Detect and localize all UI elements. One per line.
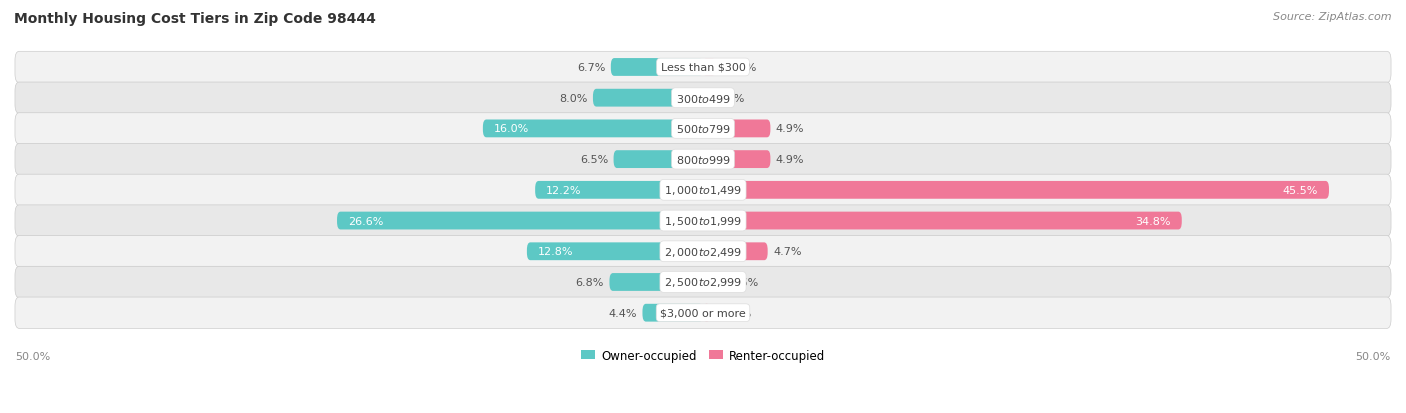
- Text: 4.9%: 4.9%: [776, 124, 804, 134]
- Text: $1,500 to $1,999: $1,500 to $1,999: [664, 214, 742, 228]
- Text: 45.5%: 45.5%: [1282, 185, 1317, 195]
- FancyBboxPatch shape: [15, 236, 1391, 267]
- FancyBboxPatch shape: [703, 273, 725, 291]
- Text: Monthly Housing Cost Tiers in Zip Code 98444: Monthly Housing Cost Tiers in Zip Code 9…: [14, 12, 375, 26]
- FancyBboxPatch shape: [15, 83, 1391, 114]
- FancyBboxPatch shape: [700, 90, 706, 107]
- Text: 34.8%: 34.8%: [1135, 216, 1171, 226]
- Text: 6.8%: 6.8%: [575, 277, 605, 287]
- Text: 50.0%: 50.0%: [15, 351, 51, 361]
- FancyBboxPatch shape: [703, 181, 1329, 199]
- Text: 6.7%: 6.7%: [576, 63, 606, 73]
- Text: 50.0%: 50.0%: [1355, 351, 1391, 361]
- FancyBboxPatch shape: [703, 212, 1182, 230]
- Text: 4.4%: 4.4%: [609, 308, 637, 318]
- Text: $2,000 to $2,499: $2,000 to $2,499: [664, 245, 742, 258]
- Text: Source: ZipAtlas.com: Source: ZipAtlas.com: [1274, 12, 1392, 22]
- FancyBboxPatch shape: [703, 304, 710, 322]
- FancyBboxPatch shape: [15, 52, 1391, 83]
- Text: 0.91%: 0.91%: [721, 63, 756, 73]
- Text: 4.7%: 4.7%: [773, 247, 801, 256]
- FancyBboxPatch shape: [482, 120, 703, 138]
- Text: 26.6%: 26.6%: [349, 216, 384, 226]
- Text: 4.9%: 4.9%: [776, 155, 804, 165]
- FancyBboxPatch shape: [15, 175, 1391, 206]
- FancyBboxPatch shape: [15, 144, 1391, 176]
- Text: $800 to $999: $800 to $999: [675, 154, 731, 166]
- Text: 12.2%: 12.2%: [546, 185, 582, 195]
- FancyBboxPatch shape: [536, 181, 703, 199]
- Text: $300 to $499: $300 to $499: [675, 93, 731, 104]
- Text: 0.04%: 0.04%: [709, 93, 744, 103]
- Text: 12.8%: 12.8%: [538, 247, 574, 256]
- FancyBboxPatch shape: [703, 59, 716, 77]
- FancyBboxPatch shape: [703, 120, 770, 138]
- Text: 0.53%: 0.53%: [716, 308, 751, 318]
- Text: $2,500 to $2,999: $2,500 to $2,999: [664, 276, 742, 289]
- Text: $1,000 to $1,499: $1,000 to $1,499: [664, 184, 742, 197]
- FancyBboxPatch shape: [593, 90, 703, 107]
- FancyBboxPatch shape: [15, 205, 1391, 237]
- FancyBboxPatch shape: [15, 267, 1391, 298]
- FancyBboxPatch shape: [643, 304, 703, 322]
- Text: Less than $300: Less than $300: [661, 63, 745, 73]
- Text: $3,000 or more: $3,000 or more: [661, 308, 745, 318]
- FancyBboxPatch shape: [337, 212, 703, 230]
- FancyBboxPatch shape: [15, 297, 1391, 329]
- Text: $500 to $799: $500 to $799: [675, 123, 731, 135]
- Legend: Owner-occupied, Renter-occupied: Owner-occupied, Renter-occupied: [576, 344, 830, 366]
- FancyBboxPatch shape: [613, 151, 703, 169]
- FancyBboxPatch shape: [609, 273, 703, 291]
- FancyBboxPatch shape: [610, 59, 703, 77]
- FancyBboxPatch shape: [15, 114, 1391, 145]
- FancyBboxPatch shape: [703, 151, 770, 169]
- Text: 8.0%: 8.0%: [560, 93, 588, 103]
- FancyBboxPatch shape: [527, 243, 703, 261]
- Text: 6.5%: 6.5%: [579, 155, 607, 165]
- FancyBboxPatch shape: [703, 243, 768, 261]
- Text: 16.0%: 16.0%: [494, 124, 529, 134]
- Text: 1.6%: 1.6%: [731, 277, 759, 287]
